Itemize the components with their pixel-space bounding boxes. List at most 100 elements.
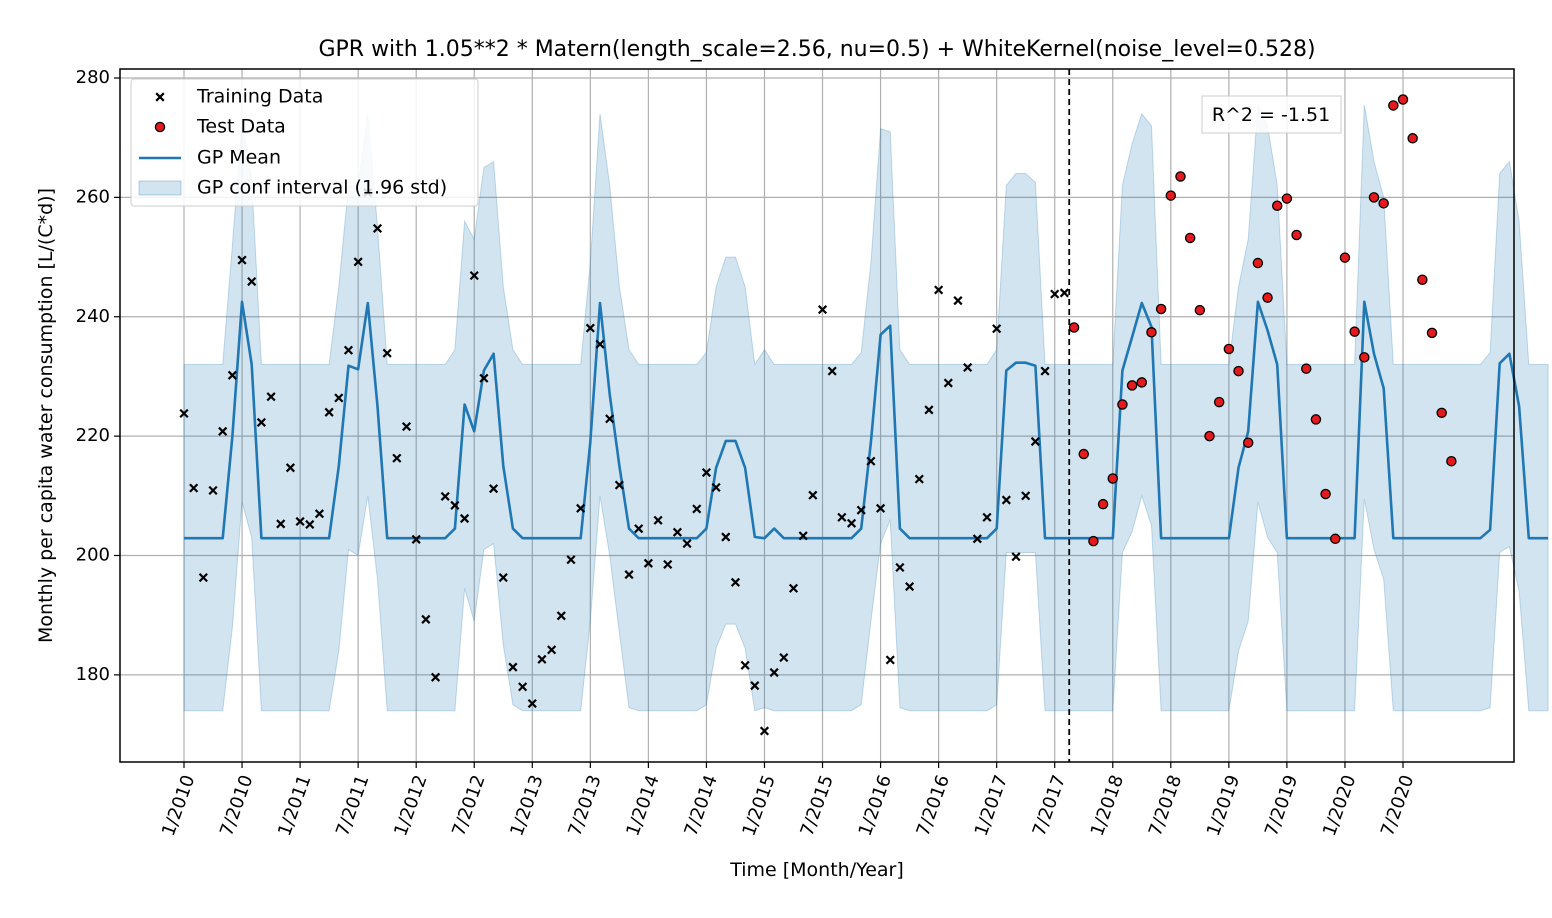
training-points-layer [179, 188, 1069, 736]
x-tick-label: 7/2010 [216, 772, 257, 839]
training-point [934, 285, 944, 295]
training-point [721, 532, 731, 542]
y-tick-label: 260 [76, 186, 110, 207]
test-point [1407, 133, 1418, 144]
test-point [1446, 455, 1457, 467]
training-point [189, 483, 199, 493]
y-axis-label: Monthly per capita water consumption [L/… [35, 188, 57, 643]
legend-label-training-data: Training Data [196, 86, 323, 108]
test-point [1146, 327, 1157, 338]
training-point [982, 512, 992, 522]
test-point [1252, 257, 1264, 269]
training-point [237, 255, 247, 265]
x-tick-label: 1/2017 [971, 772, 1012, 839]
chart-title: GPR with 1.05**2 * Matern(length_scale=2… [318, 37, 1315, 62]
r2-annotation: R^2 = -1.51 [1201, 95, 1342, 134]
training-point [788, 583, 799, 593]
training-point [672, 527, 682, 537]
training-point [353, 257, 363, 267]
training-point [576, 503, 586, 513]
training-point [585, 323, 595, 333]
training-point [895, 562, 905, 573]
test-point [1233, 365, 1244, 377]
training-point [682, 538, 692, 549]
training-point [1001, 495, 1011, 505]
training-point [459, 513, 470, 524]
test-point [1349, 326, 1360, 337]
training-point [334, 393, 344, 403]
training-point [227, 370, 237, 380]
training-point [479, 373, 489, 383]
training-point [866, 456, 876, 466]
y-tick-label: 180 [76, 664, 110, 685]
test-point [1378, 198, 1389, 209]
training-point [1059, 288, 1069, 298]
test-point [1126, 380, 1138, 391]
test-point [1417, 274, 1428, 285]
training-point [285, 463, 295, 473]
training-point [179, 408, 189, 419]
legend-label-test-data: Test Data [196, 116, 286, 138]
test-point [1339, 252, 1351, 263]
training-point [856, 505, 866, 515]
test-point [1117, 399, 1128, 410]
test-point [1184, 232, 1196, 244]
x-tick-label: 1/2015 [738, 772, 779, 839]
training-point [208, 485, 218, 496]
legend-training-marker [155, 92, 165, 102]
test-point [1301, 363, 1312, 374]
training-point [711, 482, 721, 493]
training-point [392, 453, 402, 463]
training-point [498, 573, 508, 583]
test-point [1262, 292, 1273, 303]
x-tick-label: 7/2011 [332, 772, 373, 839]
x-tick-label: 7/2012 [448, 772, 489, 839]
x-axis-label: Time [Month/Year] [729, 859, 904, 881]
training-point [972, 534, 982, 544]
test-point [1068, 322, 1080, 333]
legend: Training Data Test Data GP Mean GP conf int… [130, 78, 479, 207]
training-point [846, 518, 857, 528]
training-point [401, 421, 412, 432]
training-point [489, 484, 499, 494]
training-point [324, 407, 334, 417]
training-point [963, 362, 973, 373]
legend-band-swatch [138, 180, 182, 196]
test-point [1397, 94, 1409, 105]
training-point [547, 645, 557, 655]
training-point [730, 577, 741, 587]
training-point [701, 467, 712, 478]
confidence-band-layer [183, 102, 1549, 712]
training-point [1030, 436, 1040, 447]
training-point [885, 655, 895, 665]
x-tick-label: 7/2015 [797, 772, 838, 839]
test-point [1291, 229, 1302, 241]
training-point [614, 480, 624, 490]
y-ticks: 180 200 220 240 260 280 [76, 67, 120, 685]
test-point [1165, 190, 1177, 201]
training-point [827, 366, 837, 376]
training-point [527, 698, 537, 709]
training-point [518, 682, 528, 692]
training-point [382, 348, 392, 358]
x-tick-label: 7/2018 [1145, 772, 1186, 839]
y-tick-label: 240 [76, 306, 110, 327]
training-point [1021, 491, 1031, 501]
training-point [605, 414, 615, 424]
x-tick-label: 7/2013 [564, 772, 605, 839]
r2-annotation-box [1201, 95, 1342, 134]
test-point [1368, 192, 1380, 203]
legend-box [130, 78, 479, 207]
training-point [198, 573, 208, 583]
training-point [759, 726, 770, 736]
y-tick-label: 200 [76, 545, 110, 566]
training-point [1050, 289, 1060, 299]
training-point [508, 662, 518, 672]
test-point [1155, 303, 1167, 315]
test-point [1107, 473, 1119, 484]
training-point [905, 581, 915, 592]
legend-test-marker [154, 121, 166, 133]
test-point [1436, 407, 1447, 419]
x-tick-label: 1/2011 [274, 772, 315, 839]
